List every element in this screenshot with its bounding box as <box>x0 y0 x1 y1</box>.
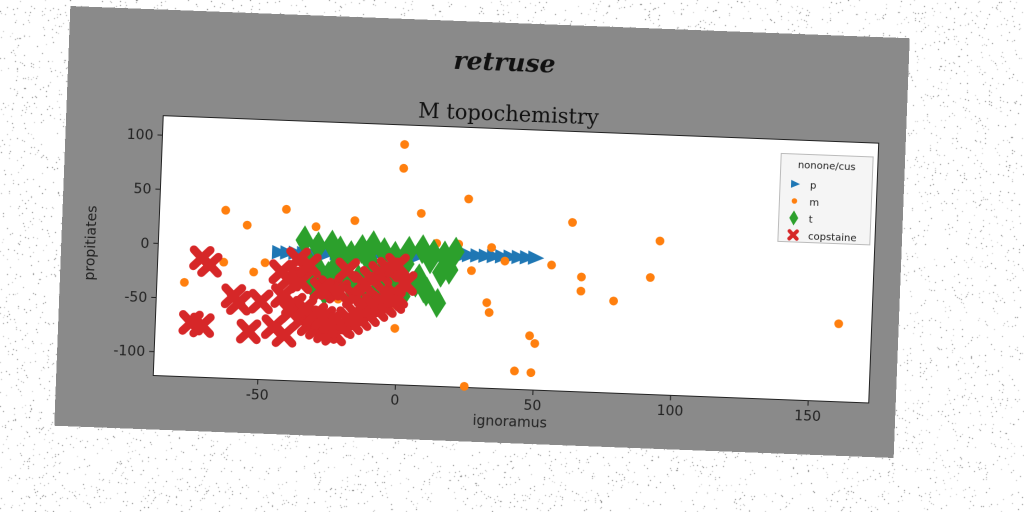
data-point-m <box>179 277 189 287</box>
data-point-m <box>350 216 360 226</box>
data-point-copstaine <box>189 312 215 339</box>
data-point-m <box>526 368 536 378</box>
data-point-m <box>547 260 556 270</box>
data-point-copstaine <box>220 283 247 309</box>
data-point-t <box>421 244 440 275</box>
legend-label: p <box>810 181 817 192</box>
data-point-p <box>486 248 504 264</box>
data-point-t <box>295 225 314 256</box>
data-point-m <box>459 381 469 391</box>
series-copstaine <box>178 245 418 348</box>
legend-box <box>777 152 874 246</box>
legend-marker-t <box>789 210 799 226</box>
data-point-m <box>510 366 519 376</box>
data-point-m <box>282 204 291 214</box>
data-point-m <box>645 273 655 282</box>
data-point-m <box>467 266 476 276</box>
data-point-m <box>655 236 665 246</box>
data-point-m <box>219 257 229 267</box>
data-point-p <box>461 247 479 263</box>
legend-entry-t: t <box>789 210 813 226</box>
data-point-copstaine <box>235 318 262 345</box>
data-point-m <box>577 272 586 282</box>
chart-figure: retruse M topochemistry -50 0 50 100 150 100 5… <box>54 6 910 458</box>
y-tick-label: 0 <box>140 236 150 252</box>
data-point-m <box>500 256 510 266</box>
data-point-t <box>414 273 433 304</box>
data-point-m <box>484 308 494 317</box>
data-point-m <box>834 319 844 329</box>
data-point-p <box>519 250 537 265</box>
data-point-p <box>470 248 487 263</box>
data-point-m <box>400 140 410 149</box>
data-point-m <box>242 220 252 230</box>
data-point-m <box>464 194 474 204</box>
data-point-m <box>260 258 270 268</box>
y-tick-label: -100 <box>113 343 145 360</box>
data-point-copstaine <box>392 270 418 296</box>
data-point-copstaine <box>270 283 296 309</box>
data-point-p <box>527 250 545 265</box>
data-point-copstaine <box>197 252 223 278</box>
y-tick-label: -50 <box>124 289 147 306</box>
figure-canvas: retruse M topochemistry -50 0 50 100 1501005… <box>54 6 910 458</box>
data-marks <box>178 140 844 391</box>
data-point-t <box>428 287 447 318</box>
x-axis-label: ignoramus <box>472 413 547 432</box>
data-point-m <box>482 298 492 308</box>
data-point-t <box>309 231 328 262</box>
x-tick-label: 0 <box>390 393 400 409</box>
legend-marker-p <box>790 179 801 188</box>
legend: nonone/cus pmt copstaine <box>777 152 874 246</box>
legend-marker-m <box>791 198 798 204</box>
data-point-p <box>511 249 528 265</box>
data-point-m <box>576 286 586 296</box>
data-point-m <box>487 243 497 252</box>
data-point-p <box>271 244 289 260</box>
data-point-copstaine <box>384 252 410 279</box>
data-point-m <box>390 323 400 333</box>
data-point-p <box>494 249 512 264</box>
x-tick-label: -50 <box>245 387 268 404</box>
data-point-m <box>311 222 321 232</box>
x-tick-label: 50 <box>523 398 541 415</box>
y-tick-label: 50 <box>133 181 151 198</box>
legend-label: m <box>809 198 819 209</box>
legend-entry-m: m <box>791 198 819 209</box>
data-point-m <box>609 296 618 306</box>
x-tick-label: 100 <box>656 403 683 420</box>
data-point-m <box>399 163 409 173</box>
legend-label: t <box>808 215 812 226</box>
data-point-m <box>249 267 259 277</box>
data-point-m <box>416 209 426 218</box>
data-point-t <box>413 234 432 265</box>
y-tick-label: 100 <box>126 127 153 144</box>
data-point-m <box>568 218 577 227</box>
legend-entry-copstaine: copstaine <box>787 229 857 245</box>
axes: -50 0 50 100 150 100 50 0 -50 -100 <box>113 127 821 425</box>
legend-entry-p: p <box>790 179 817 192</box>
data-point-copstaine <box>248 288 274 315</box>
data-point-m <box>530 339 540 348</box>
data-point-p <box>478 248 495 263</box>
data-point-copstaine <box>296 252 322 279</box>
legend-label: copstaine <box>808 232 857 245</box>
data-point-t <box>322 229 341 260</box>
legend-marker-copstaine <box>787 229 799 241</box>
legend-title: nonone/cus <box>798 160 856 173</box>
data-point-copstaine <box>309 277 335 303</box>
figure-suptitle: retruse <box>453 46 556 79</box>
data-point-t <box>440 254 459 285</box>
data-point-m <box>221 205 231 215</box>
y-axis-label: propitiates <box>82 205 101 281</box>
data-point-m <box>525 331 534 341</box>
x-tick-label: 150 <box>794 408 821 425</box>
